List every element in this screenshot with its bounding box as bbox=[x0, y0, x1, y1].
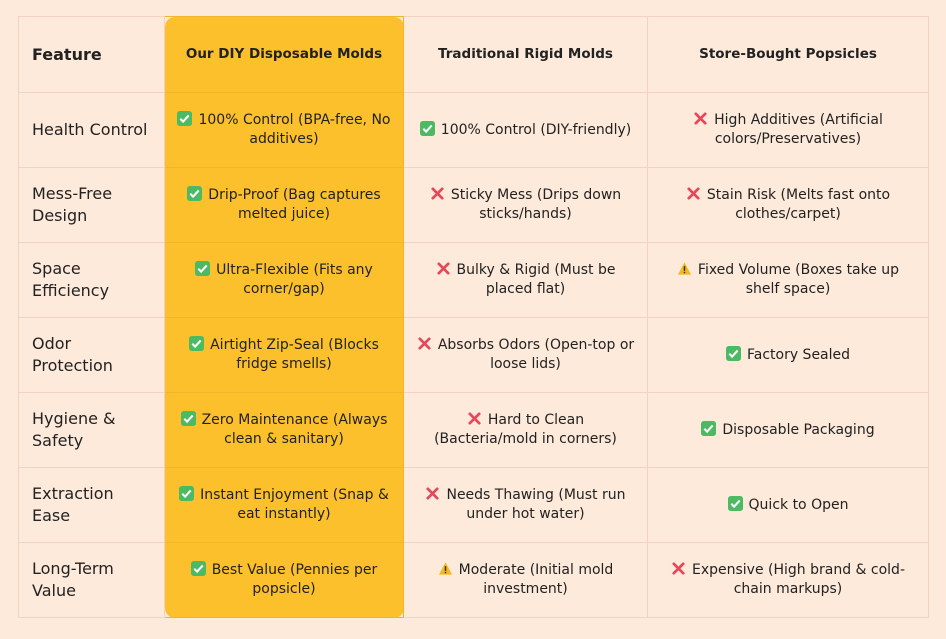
value-cell: Absorbs Odors (Open-top or loose lids) bbox=[403, 317, 648, 393]
comparison-table: Feature Our DIY Disposable Molds Traditi… bbox=[18, 16, 929, 618]
cell-text: Health Control bbox=[32, 120, 148, 139]
value-cell: 100% Control (BPA-free, No additives) bbox=[164, 92, 404, 168]
status-icon bbox=[186, 184, 204, 203]
status-icon bbox=[194, 259, 212, 278]
value-cell: Bulky & Rigid (Must be placed flat) bbox=[403, 242, 648, 318]
cell-text: 100% Control (BPA-free, No additives) bbox=[198, 112, 391, 147]
status-icon bbox=[418, 337, 431, 350]
status-icon bbox=[179, 409, 197, 428]
value-cell: Fixed Volume (Boxes take up shelf space) bbox=[647, 242, 929, 318]
status-icon bbox=[694, 112, 707, 125]
status-icon bbox=[677, 262, 691, 275]
cell-text: Disposable Packaging bbox=[722, 421, 875, 438]
value-cell: Hard to Clean (Bacteria/mold in corners) bbox=[403, 392, 648, 468]
cell-text: Space Efficiency bbox=[32, 259, 110, 300]
value-cell: Expensive (High brand & cold-chain marku… bbox=[647, 542, 929, 618]
cell-text: Best Value (Pennies per popsicle) bbox=[211, 562, 378, 597]
status-icon bbox=[687, 187, 700, 200]
value-cell: Zero Maintenance (Always clean & sanitar… bbox=[164, 392, 404, 468]
status-icon bbox=[672, 562, 685, 575]
cell-text: Factory Sealed bbox=[746, 346, 851, 363]
cell-text: Stain Risk (Melts fast onto clothes/carp… bbox=[706, 187, 891, 222]
value-cell: Needs Thawing (Must run under hot water) bbox=[403, 467, 648, 543]
cell-text: Quick to Open bbox=[748, 496, 849, 513]
feature-cell: Long-Term Value bbox=[18, 542, 165, 618]
status-icon bbox=[426, 487, 440, 500]
feature-cell: Odor Protection bbox=[18, 317, 165, 393]
header-cell: Our DIY Disposable Molds bbox=[164, 16, 404, 93]
header-cell: Store-Bought Popsicles bbox=[647, 16, 929, 93]
feature-cell: Health Control bbox=[18, 92, 165, 168]
cell-text: Needs Thawing (Must run under hot water) bbox=[446, 487, 626, 522]
cell-text: High Additives (Artificial colors/Preser… bbox=[714, 112, 883, 147]
table-row: Health Control 100% Control (BPA-free, No… bbox=[18, 92, 929, 168]
value-cell: Disposable Packaging bbox=[647, 392, 929, 468]
cell-text: Moderate (Initial mold investment) bbox=[458, 562, 614, 597]
value-cell: Airtight Zip-Seal (Blocks fridge smells) bbox=[164, 317, 404, 393]
status-icon bbox=[726, 494, 744, 512]
value-cell: Best Value (Pennies per popsicle) bbox=[164, 542, 404, 618]
table-row: Long-Term Value Best Value (Pennies per p… bbox=[18, 542, 929, 618]
cell-text: Extraction Ease bbox=[32, 484, 114, 525]
status-icon bbox=[468, 412, 481, 425]
value-cell: Ultra-Flexible (Fits any corner/gap) bbox=[164, 242, 404, 318]
table-row: Hygiene & Safety Zero Maintenance (Always… bbox=[18, 392, 929, 468]
status-icon bbox=[700, 419, 718, 437]
status-icon bbox=[724, 344, 742, 362]
value-cell: Moderate (Initial mold investment) bbox=[403, 542, 648, 618]
cell-text: Hard to Clean (Bacteria/mold in corners) bbox=[434, 412, 617, 447]
status-icon bbox=[418, 119, 436, 137]
status-icon bbox=[189, 559, 207, 578]
feature-cell: Hygiene & Safety bbox=[18, 392, 165, 468]
value-cell: Factory Sealed bbox=[647, 317, 929, 393]
feature-cell: Space Efficiency bbox=[18, 242, 165, 318]
cell-text: Odor Protection bbox=[32, 334, 113, 375]
value-cell: Instant Enjoyment (Snap & eat instantly) bbox=[164, 467, 404, 543]
table-row: Mess-Free Design Drip-Proof (Bag captures… bbox=[18, 167, 929, 243]
cell-text: Expensive (High brand & cold-chain marku… bbox=[691, 562, 905, 597]
cell-text: Drip-Proof (Bag captures melted juice) bbox=[208, 187, 381, 222]
cell-text: Airtight Zip-Seal (Blocks fridge smells) bbox=[210, 337, 379, 372]
cell-text: Hygiene & Safety bbox=[32, 409, 116, 450]
value-cell: Drip-Proof (Bag captures melted juice) bbox=[164, 167, 404, 243]
status-icon bbox=[438, 562, 452, 575]
value-cell: High Additives (Artificial colors/Preser… bbox=[647, 92, 929, 168]
cell-text: Bulky & Rigid (Must be placed flat) bbox=[456, 262, 616, 297]
cell-text: 100% Control (DIY-friendly) bbox=[440, 121, 632, 138]
cell-text: Long-Term Value bbox=[32, 559, 114, 600]
value-cell: 100% Control (DIY-friendly) bbox=[403, 92, 648, 168]
status-icon bbox=[188, 334, 206, 353]
header-row: Feature Our DIY Disposable Molds Traditi… bbox=[18, 16, 929, 93]
header-cell: Traditional Rigid Molds bbox=[403, 16, 648, 93]
cell-text: Zero Maintenance (Always clean & sanitar… bbox=[201, 412, 388, 447]
cell-text: Fixed Volume (Boxes take up shelf space) bbox=[697, 262, 900, 297]
value-cell: Sticky Mess (Drips down sticks/hands) bbox=[403, 167, 648, 243]
status-icon bbox=[176, 109, 194, 128]
value-cell: Stain Risk (Melts fast onto clothes/carp… bbox=[647, 167, 929, 243]
value-cell: Quick to Open bbox=[647, 467, 929, 543]
status-icon bbox=[178, 484, 196, 503]
feature-cell: Extraction Ease bbox=[18, 467, 165, 543]
status-icon bbox=[436, 262, 450, 275]
header-cell: Feature bbox=[18, 16, 165, 93]
table-row: Space Efficiency Ultra-Flexible (Fits any… bbox=[18, 242, 929, 318]
table-row: Odor Protection Airtight Zip-Seal (Blocks… bbox=[18, 317, 929, 393]
feature-cell: Mess-Free Design bbox=[18, 167, 165, 243]
cell-text: Mess-Free Design bbox=[32, 184, 113, 225]
cell-text: Absorbs Odors (Open-top or loose lids) bbox=[437, 337, 635, 372]
cell-text: Instant Enjoyment (Snap & eat instantly) bbox=[200, 487, 389, 522]
table-row: Extraction Ease Instant Enjoyment (Snap &… bbox=[18, 467, 929, 543]
status-icon bbox=[431, 187, 444, 200]
cell-text: Ultra-Flexible (Fits any corner/gap) bbox=[216, 262, 373, 297]
cell-text: Sticky Mess (Drips down sticks/hands) bbox=[450, 187, 622, 222]
